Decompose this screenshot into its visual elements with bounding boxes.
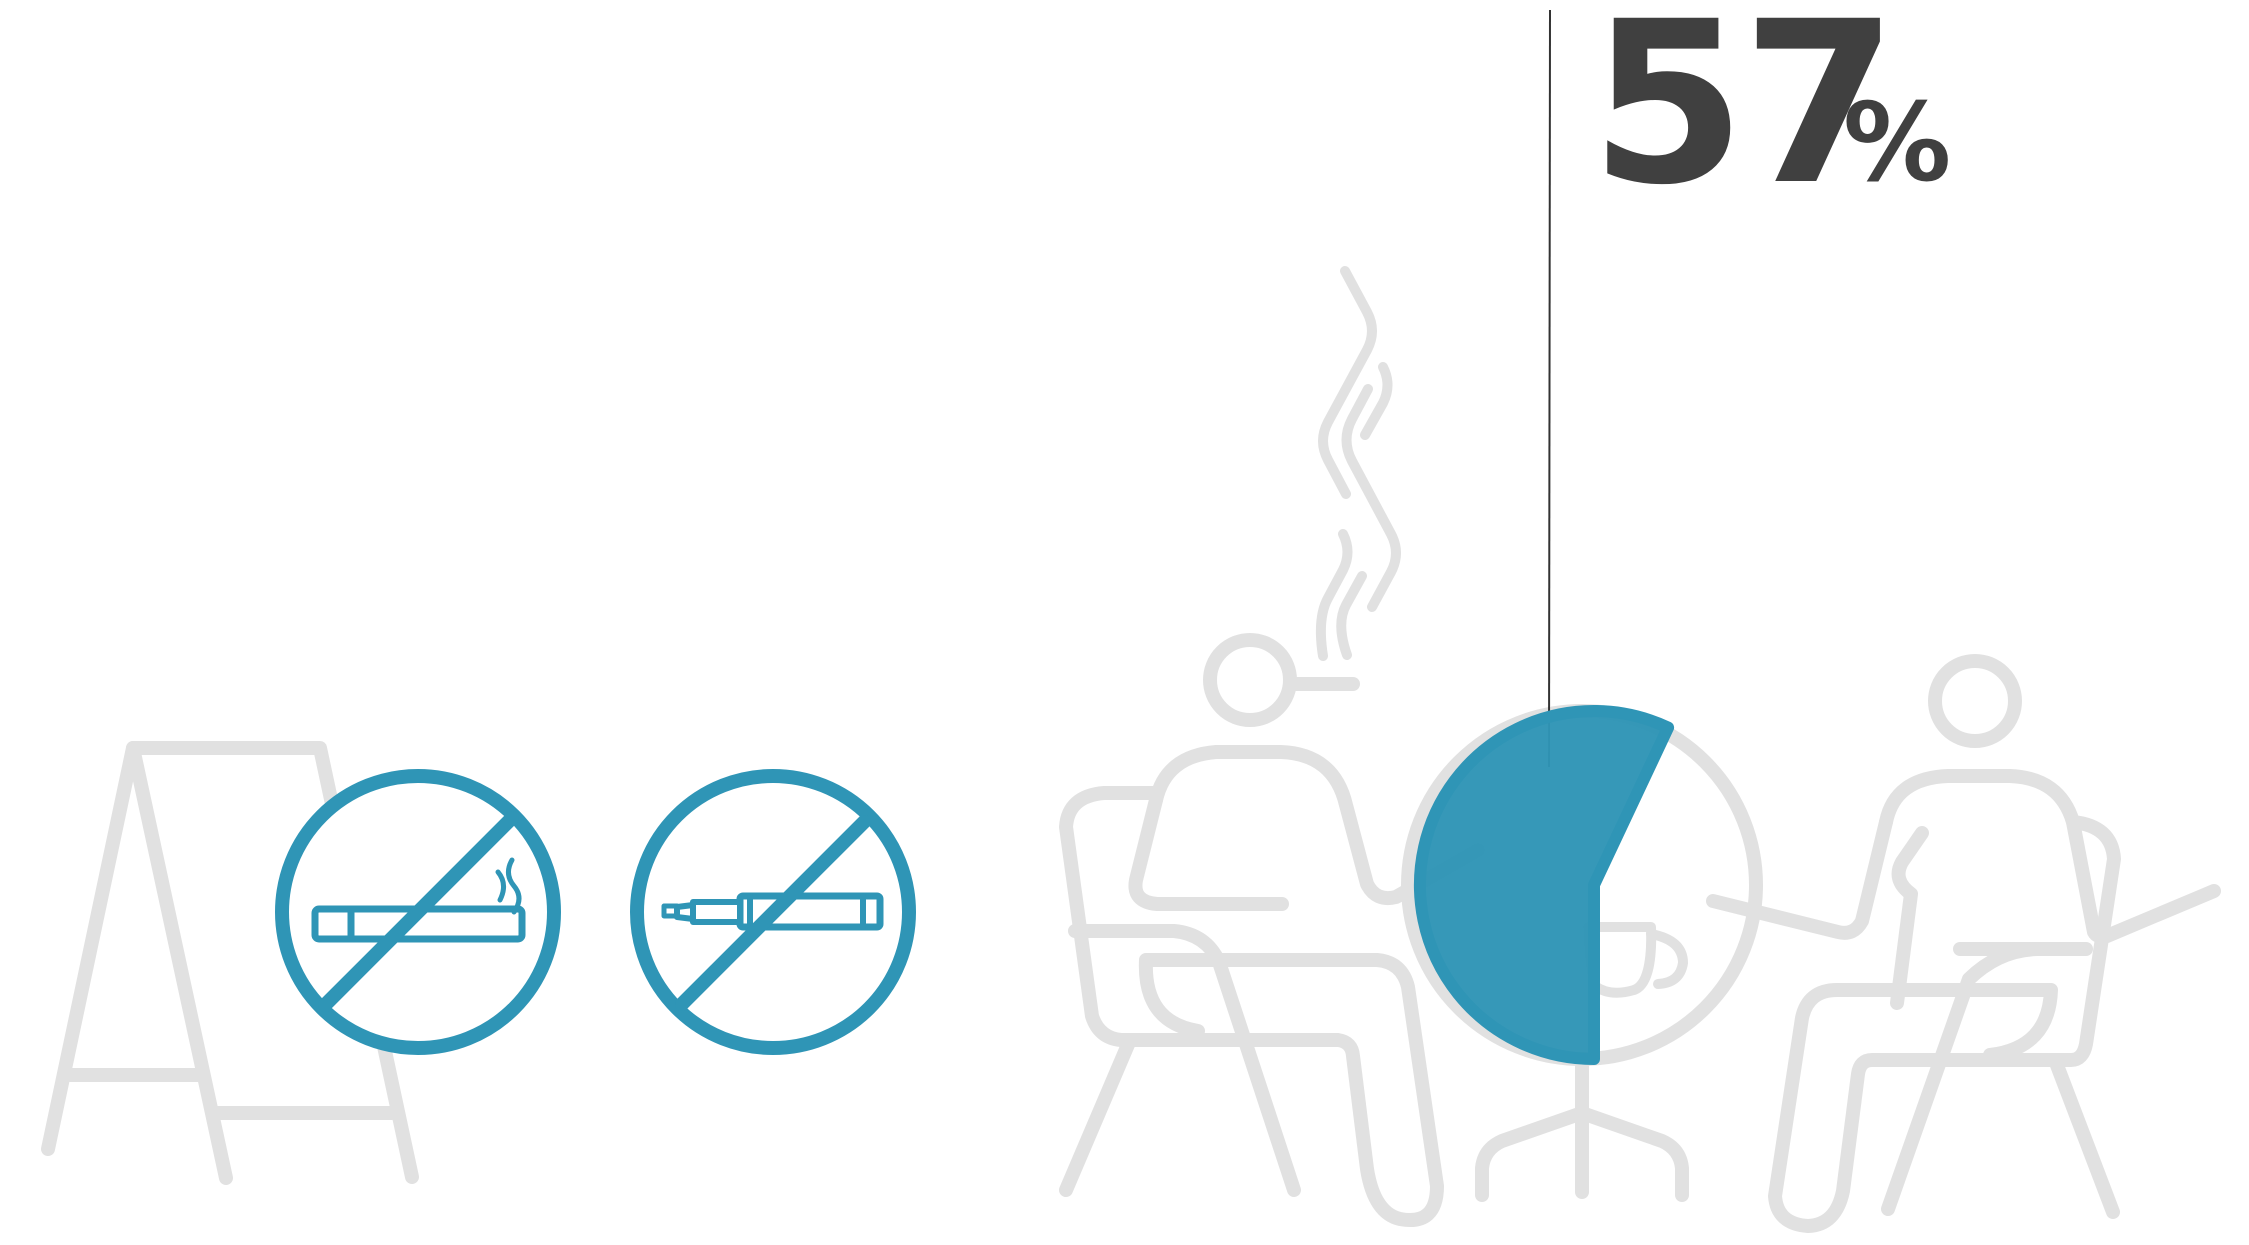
stat-unit: % bbox=[1843, 81, 1952, 206]
no-vaping-icon bbox=[630, 769, 916, 1055]
coffee-cup-icon bbox=[1583, 922, 1688, 998]
leader-line bbox=[1548, 9, 1551, 768]
smoke-wisps bbox=[1315, 266, 1401, 661]
seated-person-icon bbox=[1706, 654, 2221, 1233]
pie-slice bbox=[1413, 705, 1675, 1065]
stat-value: 57 bbox=[1590, 0, 1898, 234]
pie-indicator bbox=[1413, 705, 1675, 1065]
smoking-person-icon bbox=[1059, 633, 1485, 1227]
no-smoking-icon bbox=[275, 769, 561, 1055]
